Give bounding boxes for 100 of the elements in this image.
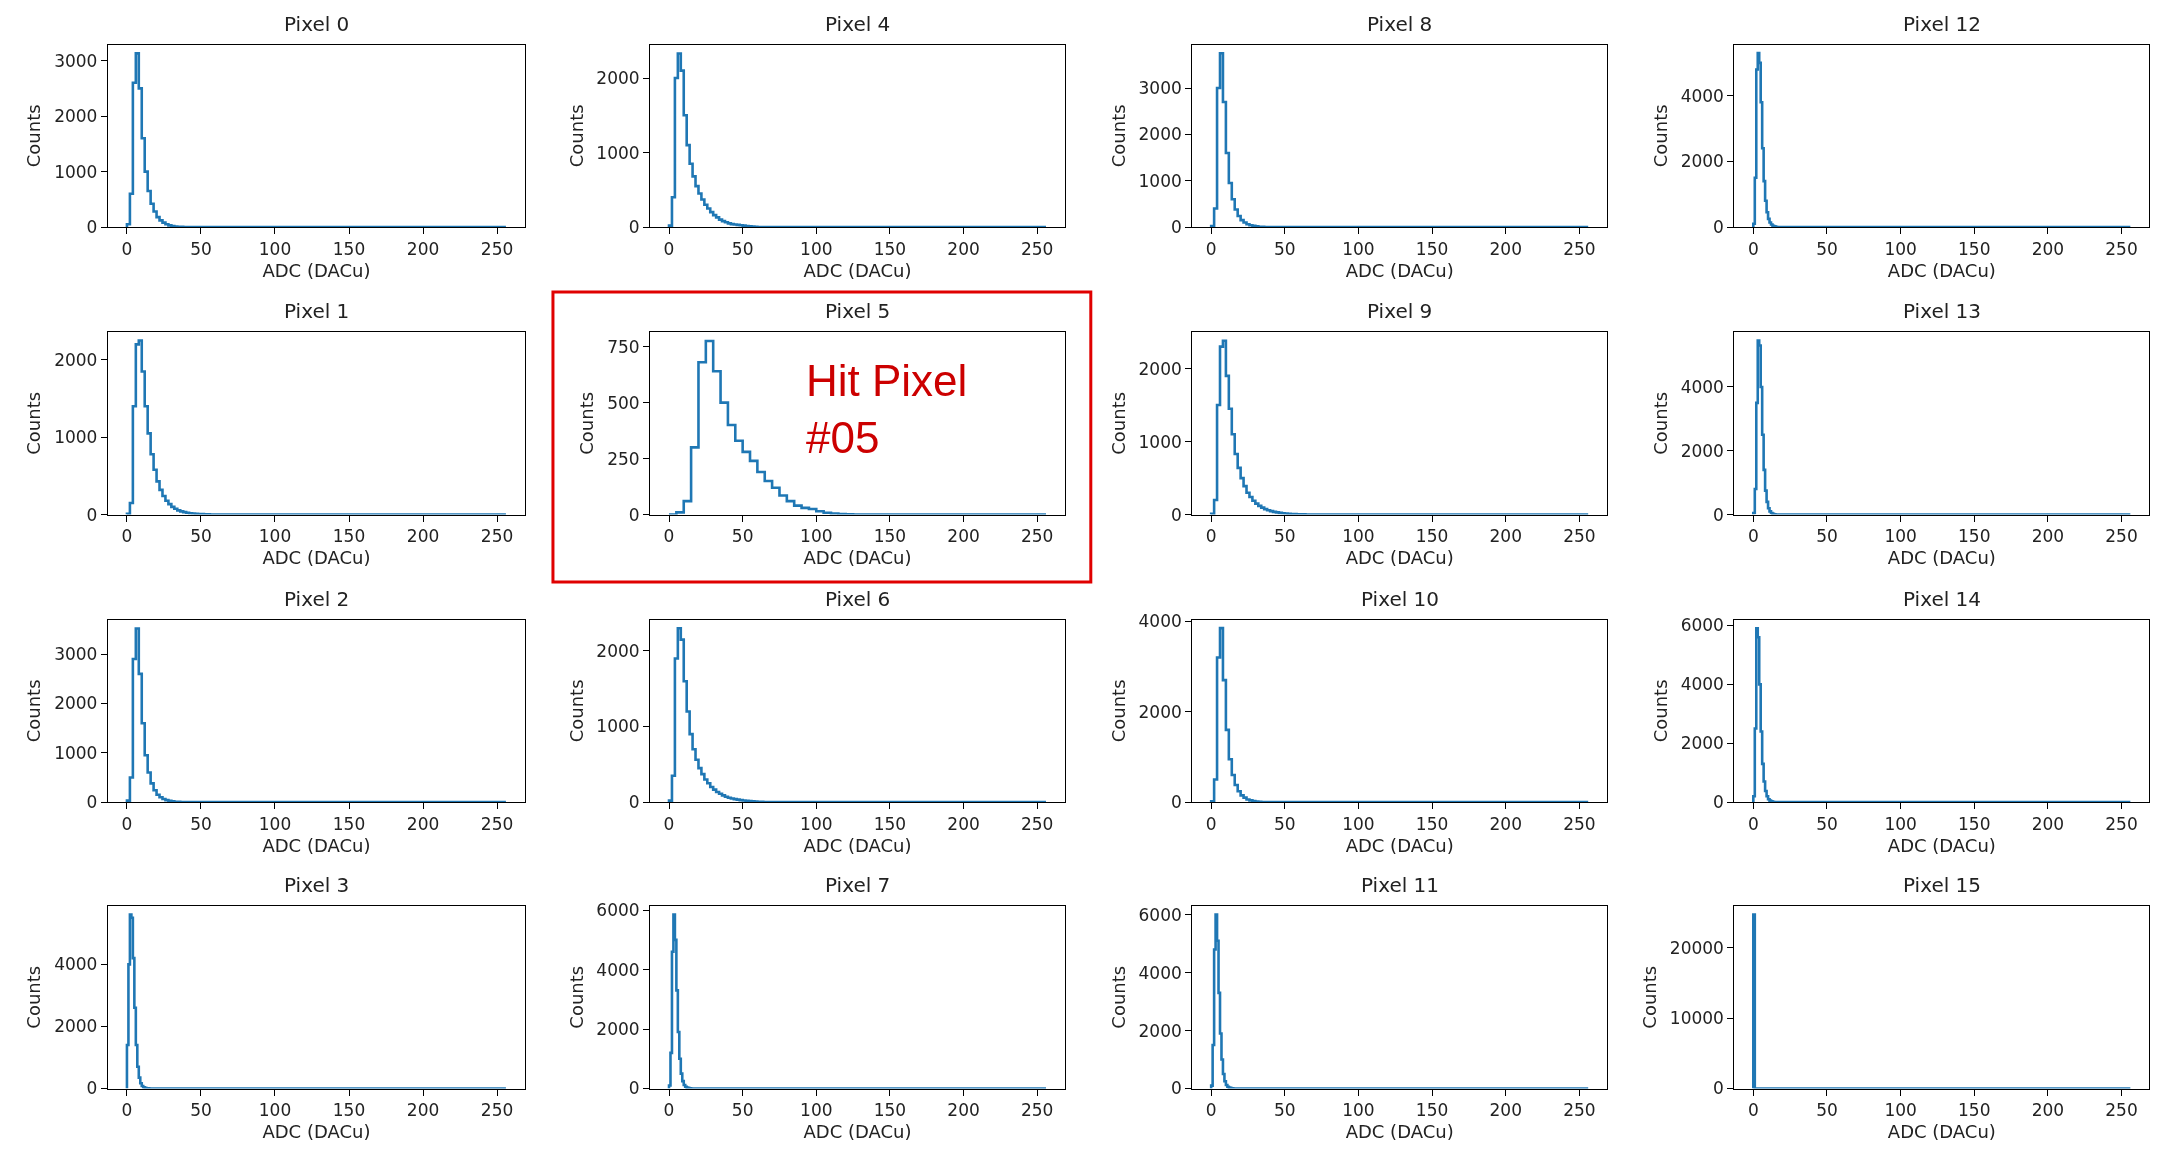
- x-tick-label: 200: [1489, 1100, 1522, 1121]
- x-tick-label: 250: [2105, 238, 2138, 259]
- y-tick-label: 1000: [54, 427, 98, 448]
- y-tick-label: 4000: [1680, 376, 1724, 397]
- x-axis-title: ADC (DACu): [803, 259, 912, 281]
- y-tick-label: 2000: [1680, 733, 1724, 754]
- x-tick-label: 0: [121, 238, 133, 259]
- x-tick-label: 50: [731, 238, 754, 259]
- x-tick-label: 250: [2105, 526, 2138, 547]
- x-tick-label: 50: [190, 1100, 212, 1121]
- x-tick-label: 150: [332, 238, 366, 259]
- y-axis-title: Counts: [1107, 965, 1129, 1029]
- y-tick-label: 2000: [1680, 151, 1724, 172]
- y-tick-label: 0: [86, 792, 98, 813]
- chart-title: Pixel 7: [825, 873, 891, 897]
- x-tick-label: 100: [258, 526, 292, 547]
- x-tick-label: 250: [1020, 526, 1054, 547]
- x-tick-label: 100: [1884, 238, 1917, 259]
- x-tick-label: 100: [800, 526, 833, 547]
- y-tick-label: 2000: [1138, 124, 1182, 145]
- x-tick-label: 0: [121, 1100, 133, 1121]
- y-tick-label: 1000: [1138, 431, 1182, 452]
- x-tick-label: 100: [800, 1100, 833, 1121]
- x-tick-label: 0: [121, 813, 133, 834]
- chart-title: Pixel 6: [825, 587, 891, 611]
- x-tick-label: 150: [1415, 813, 1449, 834]
- y-tick-label: 10000: [1669, 1007, 1724, 1028]
- x-tick-label: 100: [1342, 1100, 1375, 1121]
- y-tick-label: 4000: [1680, 674, 1724, 695]
- x-tick-label: 150: [1415, 1100, 1449, 1121]
- x-tick-label: 150: [873, 526, 907, 547]
- x-tick-label: 200: [1489, 238, 1522, 259]
- y-axis-title: Counts: [565, 679, 587, 743]
- x-tick-label: 0: [1205, 813, 1217, 834]
- x-tick-label: 0: [1747, 238, 1759, 259]
- y-axis-title: Counts: [1107, 679, 1129, 743]
- y-tick-label: 2000: [54, 1016, 98, 1037]
- x-tick-label: 200: [406, 813, 440, 834]
- x-axis-title: ADC (DACu): [262, 259, 371, 281]
- x-tick-label: 0: [1747, 1100, 1759, 1121]
- x-axis-title: ADC (DACu): [262, 834, 371, 856]
- x-tick-label: 200: [947, 813, 980, 834]
- y-tick-label: 6000: [1680, 615, 1724, 636]
- y-tick-label: 6000: [596, 900, 640, 921]
- y-tick-label: 0: [1713, 1078, 1724, 1099]
- y-tick-label: 4000: [596, 959, 640, 980]
- x-axis-title: ADC (DACu): [1345, 1121, 1454, 1143]
- x-tick-label: 0: [1747, 813, 1759, 834]
- y-tick-label: 1000: [596, 716, 640, 737]
- x-axis-title: ADC (DACu): [1887, 547, 1996, 569]
- x-tick-label: 200: [1489, 813, 1522, 834]
- x-tick-label: 0: [1205, 1100, 1217, 1121]
- y-axis-title: Counts: [1107, 391, 1129, 455]
- y-tick-label: 0: [86, 217, 98, 238]
- x-tick-label: 150: [873, 1100, 907, 1121]
- y-tick-label: 2000: [596, 67, 640, 88]
- x-tick-label: 100: [1884, 1100, 1917, 1121]
- x-axis-title: ADC (DACu): [1887, 834, 1996, 856]
- chart-title: Pixel 13: [1903, 299, 1982, 323]
- y-tick-label: 4000: [1680, 85, 1724, 106]
- x-tick-label: 250: [1563, 1100, 1596, 1121]
- y-axis-title: Counts: [1107, 104, 1129, 168]
- y-tick-label: 0: [628, 792, 640, 813]
- y-tick-label: 0: [1713, 792, 1724, 813]
- chart-title: Pixel 0: [284, 12, 350, 36]
- y-tick-label: 4000: [1138, 962, 1182, 983]
- chart-title: Pixel 5: [825, 299, 891, 323]
- y-axis-title: Counts: [1649, 104, 1671, 168]
- x-tick-label: 0: [663, 526, 675, 547]
- x-tick-label: 200: [2031, 526, 2065, 547]
- y-tick-label: 3000: [54, 644, 98, 665]
- y-tick-label: 0: [1713, 504, 1724, 525]
- x-tick-label: 0: [663, 1100, 675, 1121]
- chart-title: Pixel 8: [1367, 12, 1433, 36]
- x-tick-label: 250: [1563, 238, 1596, 259]
- x-axis-title: ADC (DACu): [803, 834, 912, 856]
- x-tick-label: 100: [1342, 813, 1375, 834]
- y-tick-label: 0: [1170, 217, 1182, 238]
- x-axis-title: ADC (DACu): [803, 1121, 912, 1143]
- y-tick-label: 2000: [54, 349, 98, 370]
- y-axis-title: Counts: [23, 391, 45, 455]
- x-tick-label: 200: [2031, 813, 2065, 834]
- annotation: Hit Pixel #05: [806, 356, 968, 463]
- y-tick-label: 2000: [54, 693, 98, 714]
- y-tick-label: 2000: [1138, 358, 1182, 379]
- y-tick-label: 1000: [54, 742, 98, 763]
- y-tick-label: 4000: [1138, 611, 1182, 632]
- y-tick-label: 4000: [54, 954, 98, 975]
- x-tick-label: 150: [1958, 1100, 1991, 1121]
- x-tick-label: 150: [1958, 813, 1991, 834]
- chart-title: Pixel 15: [1903, 873, 1982, 897]
- x-tick-label: 50: [1816, 238, 1838, 259]
- x-tick-label: 100: [1884, 813, 1917, 834]
- x-tick-label: 50: [190, 526, 212, 547]
- x-axis-title: ADC (DACu): [803, 547, 912, 569]
- x-tick-label: 250: [480, 813, 514, 834]
- x-axis-title: ADC (DACu): [1345, 547, 1454, 569]
- x-tick-label: 250: [2105, 1100, 2138, 1121]
- x-tick-label: 250: [480, 238, 514, 259]
- y-tick-label: 6000: [1138, 904, 1182, 925]
